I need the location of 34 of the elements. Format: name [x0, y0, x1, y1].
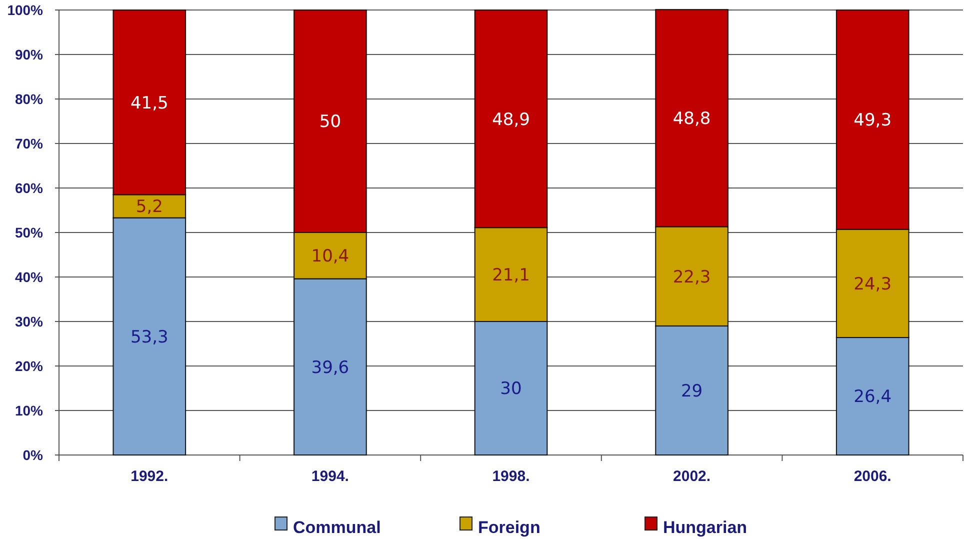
data-label: 26,4: [854, 387, 892, 408]
data-label: 21,1: [492, 266, 530, 286]
data-label: 48,8: [672, 109, 711, 130]
data-label: 10,4: [311, 246, 350, 267]
x-tick-label: 1992.: [130, 468, 168, 485]
data-label: 50: [319, 112, 342, 132]
y-tick-label: 90%: [14, 46, 44, 62]
data-label: 5,2: [136, 197, 163, 218]
legend-label: Foreign: [478, 518, 540, 537]
legend-label: Hungarian: [663, 518, 748, 537]
y-tick-label: 100%: [7, 2, 44, 18]
y-tick-label: 40%: [14, 268, 44, 285]
y-tick-label: 80%: [14, 90, 44, 107]
y-tick-label: 70%: [14, 135, 44, 152]
x-tick-label: 1994.: [311, 468, 349, 485]
x-tick-label: 2006.: [854, 468, 892, 485]
data-label: 49,3: [854, 110, 892, 131]
x-tick-label: 1998.: [492, 468, 530, 485]
y-tick-label: 10%: [14, 402, 44, 418]
data-label: 30: [500, 379, 522, 400]
data-label: 53,3: [130, 327, 168, 348]
y-tick-label: 0%: [22, 446, 44, 463]
y-tick-label: 60%: [14, 180, 44, 196]
data-label: 48,9: [492, 110, 530, 130]
legend-label: Communal: [293, 518, 381, 537]
data-label: 41,5: [130, 93, 168, 114]
y-tick-label: 20%: [14, 358, 44, 374]
x-tick-label: 2002.: [673, 468, 711, 485]
data-label: 24,3: [854, 274, 892, 294]
y-tick-label: 50%: [14, 224, 44, 240]
data-label: 22,3: [672, 267, 711, 288]
data-label: 39,6: [311, 358, 350, 378]
y-tick-label: 30%: [14, 313, 44, 330]
data-label: 29: [680, 381, 703, 402]
